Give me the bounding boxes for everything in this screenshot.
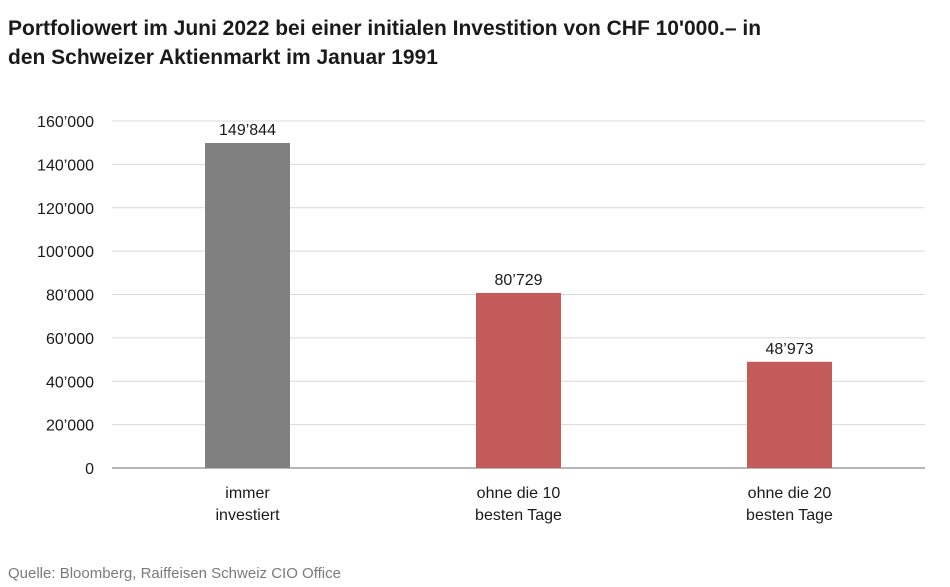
x-category-label: ohne die 10 (477, 485, 561, 502)
y-tick-label: 140’000 (37, 157, 94, 174)
y-tick-label: 120’000 (37, 201, 94, 218)
y-tick-label: 60’000 (46, 331, 94, 348)
data-label: 80’729 (494, 272, 542, 289)
y-tick-label: 160’000 (37, 114, 94, 131)
source-note: Quelle: Bloomberg, Raiffeisen Schweiz CI… (8, 565, 341, 582)
y-tick-label: 100’000 (37, 244, 94, 261)
y-tick-label: 40’000 (46, 374, 94, 391)
x-category-label: besten Tage (475, 507, 562, 524)
bar (476, 292, 561, 468)
bar (205, 143, 290, 468)
data-label: 48’973 (765, 341, 813, 358)
chart-title-line-1: Portfoliowert im Juni 2022 bei einer ini… (8, 17, 762, 40)
data-label: 149’844 (219, 122, 276, 139)
x-category-label: besten Tage (746, 507, 833, 524)
x-category-label: immer (225, 485, 270, 502)
x-category-label: investiert (215, 507, 280, 524)
bar (747, 361, 832, 468)
y-tick-label: 80’000 (46, 288, 94, 305)
y-tick-label: 20’000 (46, 418, 94, 435)
chart-title-line-2: den Schweizer Aktienmarkt im Januar 1991 (8, 46, 438, 69)
chart-title: Portfoliowert im Juni 2022 bei einer ini… (8, 14, 943, 72)
bar-chart: 0 20’000 40’000 60’000 80’000 100’000 120’000 1… (37, 114, 925, 524)
x-category-label: ohne die 20 (748, 485, 832, 502)
y-tick-label: 0 (85, 461, 94, 478)
